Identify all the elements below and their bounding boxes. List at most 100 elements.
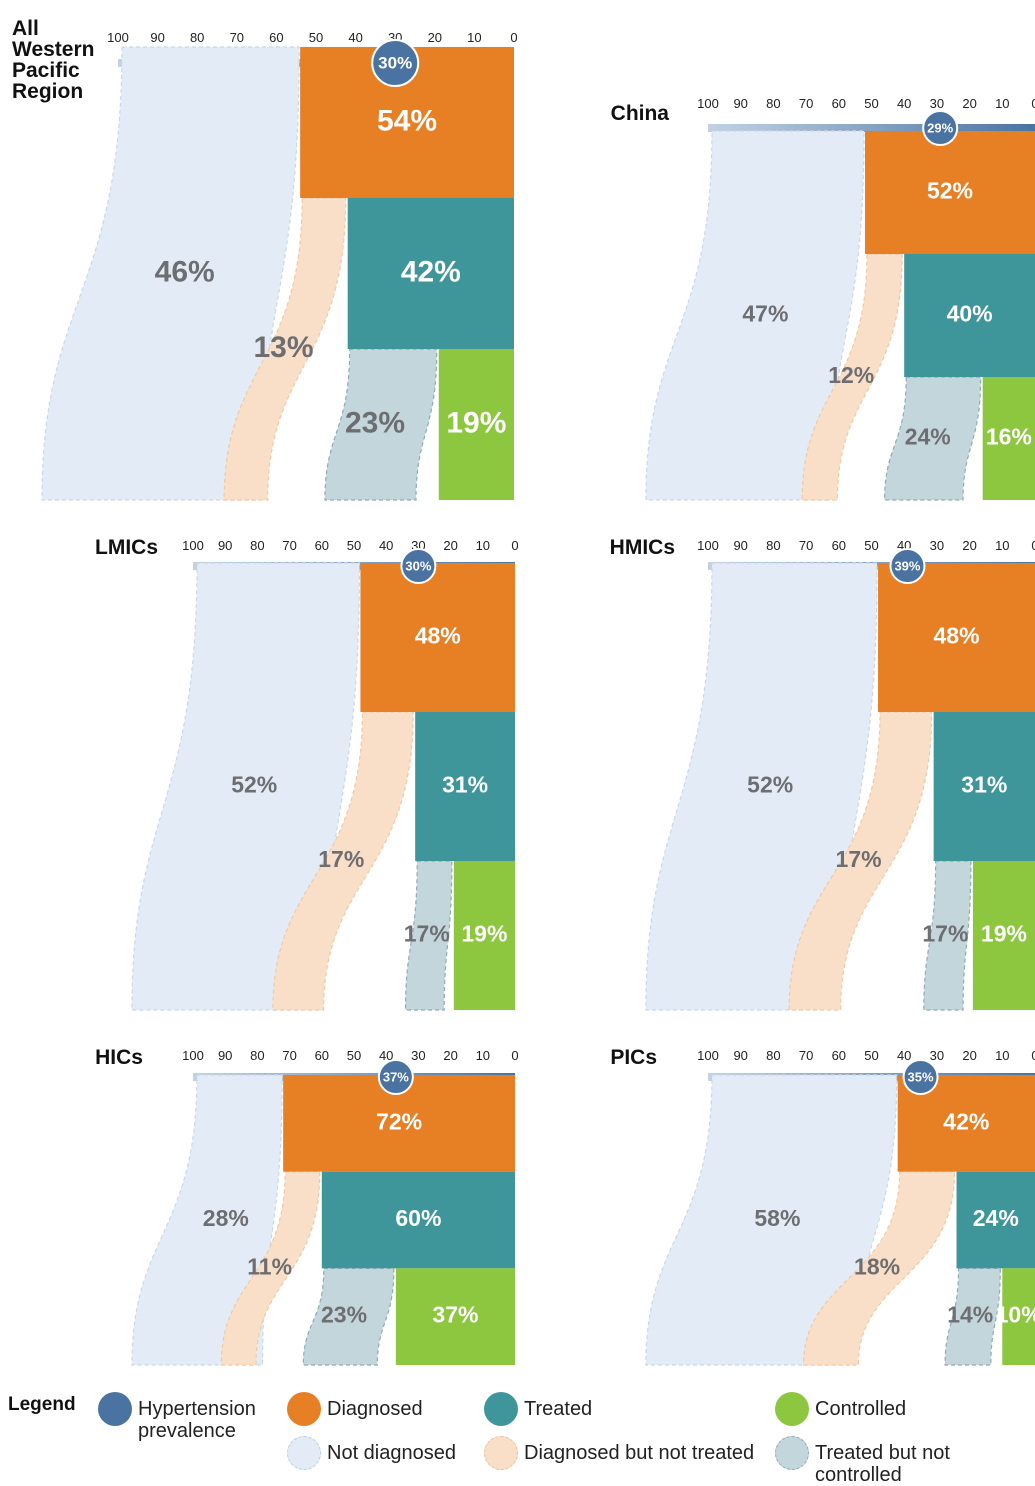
diagnosed-not-treated-band (220, 1171, 321, 1366)
chart-panel-3: LMICs 100 90 80 70 60 50 40 30 20 10 048%31%19%52%1… (95, 536, 519, 1011)
axis-tick-label: 10 (476, 538, 490, 553)
treated-value-label: 40% (947, 301, 993, 327)
axis-tick-label: 30 (930, 96, 944, 111)
diagnosed-value-label: 52% (927, 178, 973, 204)
not-diagnosed-value-label: 52% (231, 772, 277, 798)
legend-item-controlled: Controlled (775, 1392, 907, 1426)
treated-bar (347, 198, 514, 349)
treated-not-controlled-value-label: 17% (922, 921, 968, 947)
axis-tick-label: 20 (962, 96, 976, 111)
axis-tick-label: 80 (766, 1048, 780, 1063)
chart-title: HMICs (610, 536, 675, 559)
not-diagnosed-band (41, 46, 300, 501)
legend-item-diagnosed: Diagnosed (287, 1392, 423, 1426)
legend: Legend Hypertension prevalence Diagnosed… (0, 1390, 1035, 1486)
axis-tick-label: 10 (995, 1048, 1009, 1063)
legend-swatch-controlled (775, 1392, 809, 1426)
chart-title-line: PICs (610, 1046, 657, 1069)
diagnosed-bar (878, 563, 1035, 712)
not-diagnosed-value-label: 28% (203, 1205, 249, 1231)
axis-tick-label: 70 (230, 30, 244, 45)
axis-tick-label: 30 (930, 538, 944, 553)
treated-not-controlled-value-label: 14% (947, 1302, 993, 1328)
axis-tick-label: 30 (930, 1048, 944, 1063)
not-diagnosed-value-label: 47% (742, 301, 788, 327)
axis-tick-label: 60 (315, 538, 329, 553)
axis-tick-label: 80 (190, 30, 204, 45)
legend-item-diagnosed-not-treated: Diagnosed but not treated (484, 1436, 755, 1470)
prevalence-circle (922, 110, 959, 146)
axis-tick-label: 90 (733, 1048, 747, 1063)
axis-tick-label: 10 (476, 1048, 490, 1063)
diagnosed-value-label: 42% (943, 1108, 989, 1134)
axis-tick-label: 100 (697, 1048, 719, 1063)
treated-not-controlled-value-label: 23% (345, 406, 405, 439)
treated-bar (321, 1171, 515, 1269)
legend-swatch-treated (484, 1392, 518, 1426)
axis-tick-label: 50 (864, 96, 878, 111)
diagnosed-not-treated-band (788, 711, 933, 1011)
controlled-value-label: 37% (432, 1302, 478, 1328)
diagnosed-value-label: 48% (415, 623, 461, 649)
diagnosed-not-treated-band (272, 711, 414, 1011)
prevalence-circle (889, 548, 926, 584)
treated-bar (415, 712, 515, 861)
axis-tick-label: 80 (766, 96, 780, 111)
diagnosed-not-treated-value-label: 12% (828, 362, 874, 388)
axis-tick-label: 100 (697, 96, 719, 111)
legend-swatch-not-diagnosed (287, 1436, 321, 1470)
diagnosed-not-treated-value-label: 17% (836, 846, 882, 872)
legend-label-treated-not-controlled: Treated but not controlled (815, 1442, 950, 1486)
axis-tick-label: 50 (309, 30, 323, 45)
prevalence-circle (400, 548, 437, 584)
chart-title-line: Region (12, 80, 83, 103)
controlled-bar (395, 1268, 515, 1365)
treated-value-label: 42% (401, 255, 461, 288)
controlled-bar (453, 861, 515, 1010)
diagnosed-not-treated-band (223, 197, 347, 501)
axis-tick-label: 60 (832, 538, 846, 553)
controlled-bar (972, 861, 1035, 1010)
treated-not-controlled-value-label: 24% (905, 424, 951, 450)
axis-tick-label: 60 (832, 1048, 846, 1063)
prevalence-axis-bar (708, 124, 1035, 132)
legend-item-treated-not-controlled: Treated but not controlled (775, 1436, 1035, 1486)
controlled-bar (982, 377, 1035, 500)
axis-tick-label: 40 (897, 96, 911, 111)
axis-tick-label: 0 (511, 1048, 518, 1063)
controlled-value-label: 16% (986, 424, 1032, 450)
legend-label-diagnosed-not-treated: Diagnosed but not treated (524, 1442, 755, 1464)
axis-tick-label: 40 (348, 30, 362, 45)
controlled-value-label: 19% (461, 921, 507, 947)
not-diagnosed-band (645, 130, 865, 501)
axis-tick-label: 70 (799, 538, 813, 553)
diagnosed-not-treated-value-label: 17% (318, 846, 364, 872)
controlled-bar (438, 349, 514, 500)
axis-tick-label: 40 (379, 538, 393, 553)
axis-tick-label: 90 (150, 30, 164, 45)
legend-swatch-treated-not-controlled (775, 1436, 809, 1470)
axis-tick-label: 80 (766, 538, 780, 553)
axis-tick-label: 100 (182, 1048, 204, 1063)
chart-title-line: LMICs (95, 536, 158, 559)
treated-bar (904, 254, 1035, 377)
axis-tick-label: 20 (962, 1048, 976, 1063)
treated-not-controlled-band (324, 348, 438, 501)
legend-swatch-diagnosed-not-treated (484, 1436, 518, 1470)
treated-value-label: 24% (973, 1205, 1019, 1231)
legend-item-hypertension: Hypertension prevalence (98, 1392, 268, 1442)
not-diagnosed-value-label: 52% (747, 772, 793, 798)
axis-tick-label: 10 (995, 96, 1009, 111)
axis-tick-label: 90 (218, 538, 232, 553)
axis-tick-label: 70 (282, 1048, 296, 1063)
axis-tick-label: 80 (250, 538, 264, 553)
axis-tick-label: 70 (282, 538, 296, 553)
diagnosed-not-treated-band (801, 253, 903, 501)
legend-label-controlled: Controlled (815, 1398, 907, 1420)
treated-value-label: 31% (442, 772, 488, 798)
treated-not-controlled-band (883, 376, 982, 501)
axis-tick-label: 100 (697, 538, 719, 553)
chart-title: China (611, 102, 670, 125)
axis-tick-label: 100 (107, 30, 129, 45)
